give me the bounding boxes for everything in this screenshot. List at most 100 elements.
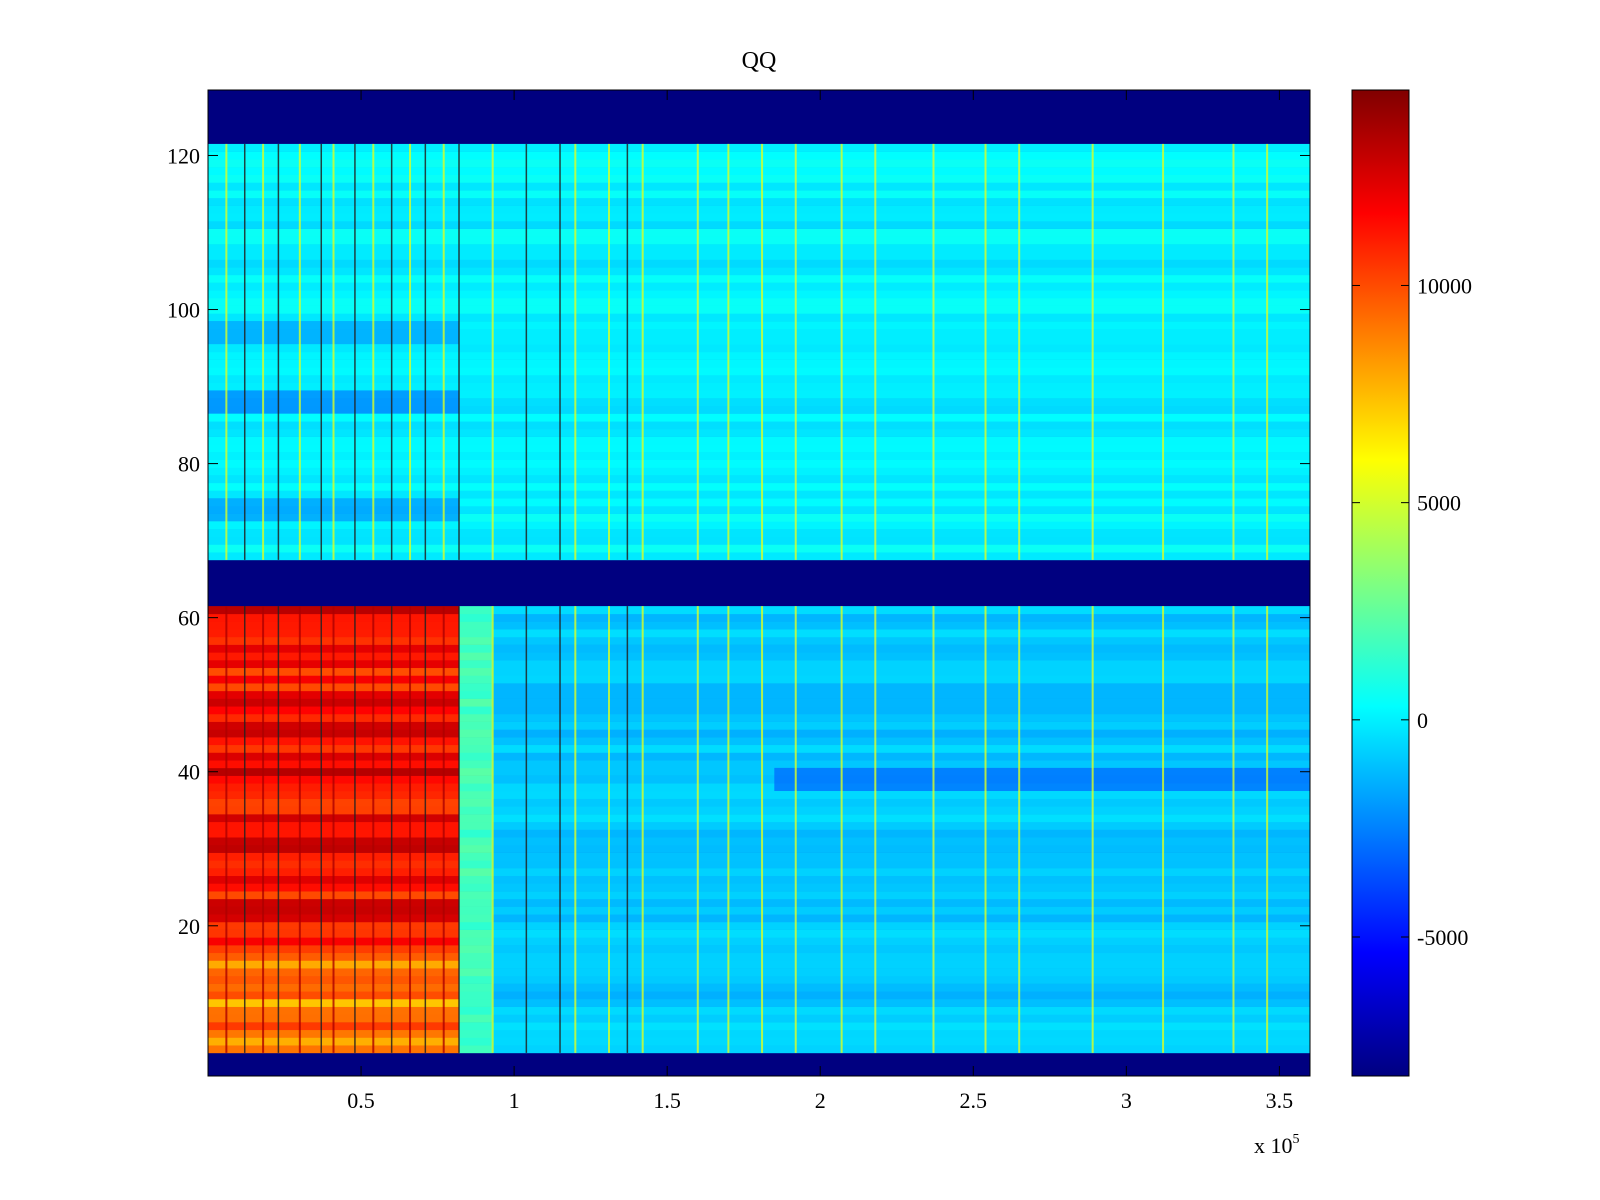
heatmap-cell [459, 744, 493, 753]
heatmap-cell [459, 844, 493, 853]
bright-column-line [1018, 606, 1021, 1053]
heatmap-cell [459, 852, 493, 861]
heatmap-cell [459, 660, 493, 669]
heatmap-cell [208, 336, 1310, 345]
heatmap-cell [208, 274, 1310, 283]
bright-column-line [696, 606, 699, 1053]
dark-column-line [458, 606, 460, 1053]
heatmap-cell [208, 405, 1310, 414]
heatmap-cell [208, 282, 1310, 291]
heatmap-cell [492, 675, 1310, 684]
heatmap-cell [459, 606, 493, 615]
bright-column-line [1018, 143, 1021, 560]
heatmap-cell [492, 698, 1310, 707]
bright-column-line [1162, 143, 1165, 560]
heatmap-cell [492, 806, 1310, 815]
heatmap-cell [459, 891, 493, 900]
y-axis-ticks: 20 40 60 80 100 120 [167, 143, 1310, 939]
heatmap-cell [208, 220, 1310, 229]
x-tick-label: 2 [815, 1088, 826, 1113]
heatmap-cell [208, 174, 1310, 183]
bright-column-line [262, 606, 265, 1053]
heatmap-cell [459, 875, 493, 884]
heatmap-cell [492, 737, 1310, 746]
heatmap-cell [492, 690, 1310, 699]
heatmap-cell [459, 713, 493, 722]
bright-column-line [1091, 606, 1094, 1053]
bright-column-line [409, 143, 412, 560]
heatmap-cell [459, 1037, 493, 1046]
heatmap-cell [459, 952, 493, 961]
heatmap-cell [492, 683, 1310, 692]
heatmap-cell [492, 752, 1310, 761]
heatmap-cell [208, 367, 1310, 376]
heatmap-cell [459, 998, 493, 1007]
heatmap-cell [459, 721, 493, 730]
dark-column-line [559, 143, 561, 560]
heatmap-cell [459, 1022, 493, 1031]
heatmap-cell [208, 328, 1310, 337]
heatmap-cell [208, 228, 1310, 237]
heatmap-cell [459, 1029, 493, 1038]
heatmap-cell [459, 883, 493, 892]
heatmap-cell [492, 906, 1310, 915]
dark-column-line [243, 606, 246, 1053]
bright-column-line [332, 143, 335, 560]
heatmap-cell [492, 760, 1310, 769]
heatmap-cell [208, 529, 1310, 538]
heatmap-cell [459, 629, 493, 638]
heatmap-cell [208, 290, 1310, 299]
heatmap-cell [459, 921, 493, 930]
bright-column-line [794, 606, 797, 1053]
heatmap-cell [459, 1014, 493, 1023]
bright-column-line [761, 606, 764, 1053]
heatmap-cell [208, 359, 1310, 368]
heatmap-cell [459, 790, 493, 799]
heatmap-cell [492, 945, 1310, 954]
heatmap-cell [208, 244, 1310, 253]
heatmap-cell [459, 698, 493, 707]
heatmap-cell [492, 790, 1310, 799]
dark-column-line [390, 606, 393, 1053]
colorbar-tick-label: -5000 [1417, 925, 1468, 950]
chart-title: QQ [742, 48, 777, 74]
bright-column-line [372, 606, 375, 1053]
bright-column-line [1266, 143, 1269, 560]
bright-column-line [332, 606, 335, 1053]
heatmap-cell [459, 806, 493, 815]
heatmap-cell [492, 1029, 1310, 1038]
heatmap-cell [208, 459, 1310, 468]
y-tick-label: 80 [178, 452, 200, 477]
bright-column-line [840, 606, 843, 1053]
heatmap-cell [208, 190, 1310, 199]
dark-column-line [525, 606, 528, 1053]
heatmap-cell [208, 505, 1310, 514]
heatmap-cell [459, 914, 493, 923]
bright-column-line [298, 143, 301, 560]
heatmap-cell [459, 937, 493, 946]
heatmap-cell [492, 1006, 1310, 1015]
heatmap-cell [208, 475, 1310, 484]
heatmap-cell [492, 729, 1310, 738]
heatmap-cell [492, 1022, 1310, 1031]
y-tick-label: 60 [178, 606, 200, 631]
heatmap-cell [208, 205, 1310, 214]
heatmap-cell [459, 1045, 493, 1054]
dark-column-line [626, 606, 629, 1053]
heatmap-cell [208, 236, 1310, 245]
heatmap-cell [492, 821, 1310, 830]
heatmap-cell [492, 667, 1310, 676]
bright-column-line [840, 143, 843, 560]
heatmap-cell [492, 644, 1310, 653]
heatmap-cell [459, 729, 493, 738]
low-value-row-band [774, 767, 1310, 791]
bright-column-line [372, 143, 375, 560]
heatmap-cell [208, 151, 1310, 160]
heatmap-cell [208, 182, 1310, 191]
dark-column-line [424, 143, 427, 560]
colorbar-ticks: -5000 0 5000 10000 [1352, 273, 1472, 950]
heatmap-cell [208, 498, 1310, 507]
heatmap-cell [208, 521, 1310, 530]
heatmap-cell [492, 968, 1310, 977]
bright-column-line [696, 143, 699, 560]
